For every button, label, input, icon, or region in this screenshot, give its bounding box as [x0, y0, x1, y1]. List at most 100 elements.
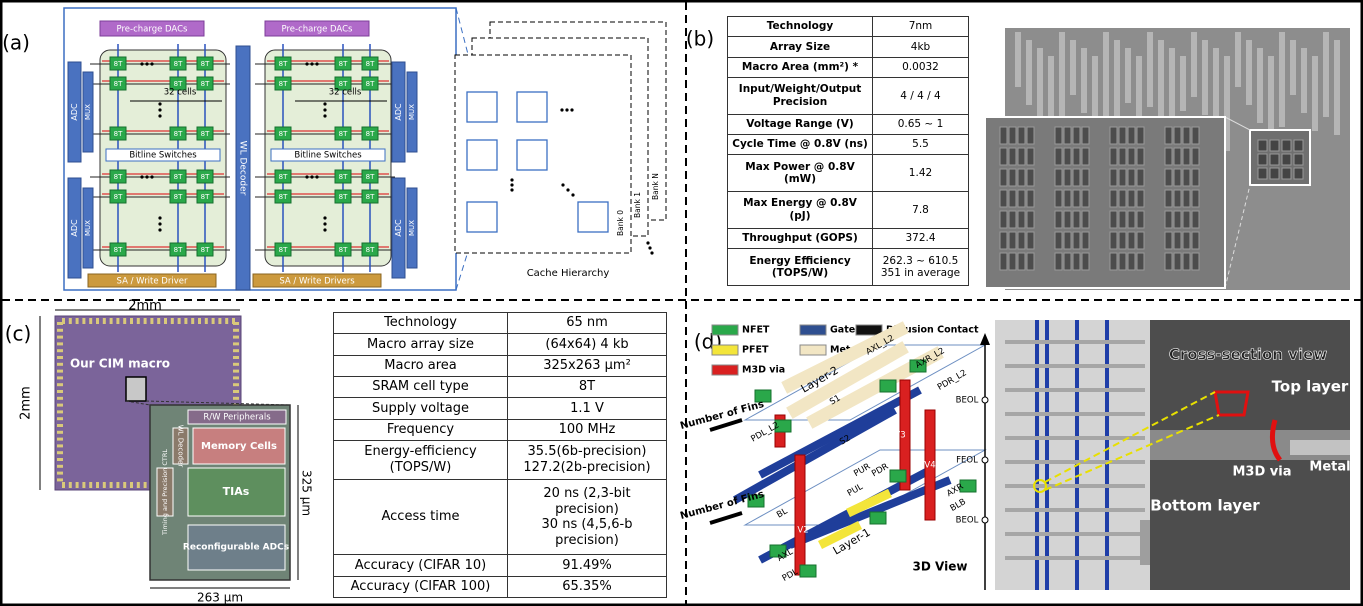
pin [116, 318, 119, 324]
pin [57, 349, 63, 352]
pin [57, 417, 63, 420]
texture [1009, 232, 1016, 249]
texture [1059, 32, 1065, 127]
texture [1334, 40, 1340, 135]
pin [123, 318, 126, 324]
texture [1174, 127, 1181, 144]
label: TIAs [223, 485, 250, 498]
pin [212, 318, 215, 324]
dot [315, 62, 318, 65]
texture [1082, 253, 1089, 270]
texture [1005, 412, 1145, 416]
pin [233, 370, 239, 373]
label: BEOL [956, 516, 979, 526]
pin [96, 318, 99, 324]
cell-label: 8T [114, 246, 123, 254]
pin [57, 322, 63, 325]
cell-line: 127.2(2b-precision) [512, 460, 662, 476]
texture [1110, 232, 1117, 249]
dot [150, 62, 153, 65]
cell-label: 8T [114, 60, 123, 68]
texture [1137, 211, 1144, 228]
cell-line: 20 ns (2,3-bit precision) [512, 486, 662, 517]
texture [1192, 127, 1199, 144]
label: Memory Cells [201, 441, 277, 452]
texture [1082, 148, 1089, 165]
table-row: Throughput (GOPS)372.4 [728, 228, 969, 248]
label: MUX [84, 104, 92, 120]
table-cell: Technology [728, 17, 873, 37]
cell-label: 8T [114, 193, 123, 201]
table-row: Macro array size(64x64) 4 kb [334, 334, 667, 355]
texture [1027, 211, 1034, 228]
cell-label: 8T [339, 193, 348, 201]
texture [1125, 48, 1131, 103]
bank-label: Bank N [651, 173, 660, 200]
dot [510, 183, 513, 186]
legend-entry: PFET [742, 345, 769, 356]
texture [1192, 148, 1199, 165]
table-cell: 325x263 µm² [508, 355, 667, 376]
pin [233, 397, 239, 400]
table-cell: 7.8 [873, 192, 969, 229]
texture [1005, 532, 1145, 536]
texture [1055, 232, 1062, 249]
node-label: BL [775, 506, 789, 520]
texture [1055, 148, 1062, 165]
cell-label: 8T [339, 173, 348, 181]
bank-label: Bank 0 [616, 210, 625, 236]
label: ADC [394, 103, 403, 121]
cell-line: 30 ns (4,5,6-b precision) [512, 517, 662, 548]
cell-label: 8T [366, 80, 375, 88]
label: 2mm [19, 386, 34, 420]
texture [1110, 190, 1117, 207]
texture [1110, 253, 1117, 270]
label: Our CIM macro [70, 357, 170, 371]
dot [158, 108, 161, 111]
label: M3D via [1232, 465, 1291, 480]
texture [1082, 232, 1089, 249]
pin [144, 318, 147, 324]
texture [1119, 169, 1126, 186]
texture [1055, 211, 1062, 228]
texture [1005, 340, 1145, 344]
node-label: V1 [782, 484, 793, 494]
label: 263 µm [197, 591, 243, 605]
pin [233, 336, 239, 339]
texture [1147, 32, 1153, 107]
table-cell: 20 ns (2,3-bit precision)30 ns (4,5,6-b … [508, 480, 667, 555]
texture [1073, 253, 1080, 270]
texture [1045, 320, 1049, 590]
cell-label: 8T [279, 130, 288, 138]
node-label: V4 [924, 461, 935, 471]
pin [57, 390, 63, 393]
texture [1279, 32, 1285, 127]
texture [1191, 32, 1197, 97]
legend-entry: M3D via [742, 365, 785, 376]
pin [233, 363, 239, 366]
node-label: PUL [846, 482, 865, 499]
texture [1282, 154, 1291, 165]
panel-label: (a) [2, 31, 30, 55]
texture [1158, 40, 1164, 125]
pin [57, 465, 63, 468]
texture [1064, 148, 1071, 165]
pin [57, 356, 63, 359]
texture [1027, 253, 1034, 270]
texture [1137, 148, 1144, 165]
table-row: Input/Weight/Output Precision4 / 4 / 4 [728, 77, 969, 114]
label: 325 µm [300, 470, 314, 516]
table-cell: Max Energy @ 0.8V (pJ) [728, 192, 873, 229]
node-label: V3 [894, 431, 905, 441]
texture [1005, 556, 1145, 560]
subarray [467, 92, 497, 122]
texture [1258, 140, 1267, 151]
pin [137, 482, 140, 488]
texture [1018, 190, 1025, 207]
texture [1192, 232, 1199, 249]
pin [57, 458, 63, 461]
texture [1183, 127, 1190, 144]
texture [1165, 232, 1172, 249]
pin [198, 318, 201, 324]
